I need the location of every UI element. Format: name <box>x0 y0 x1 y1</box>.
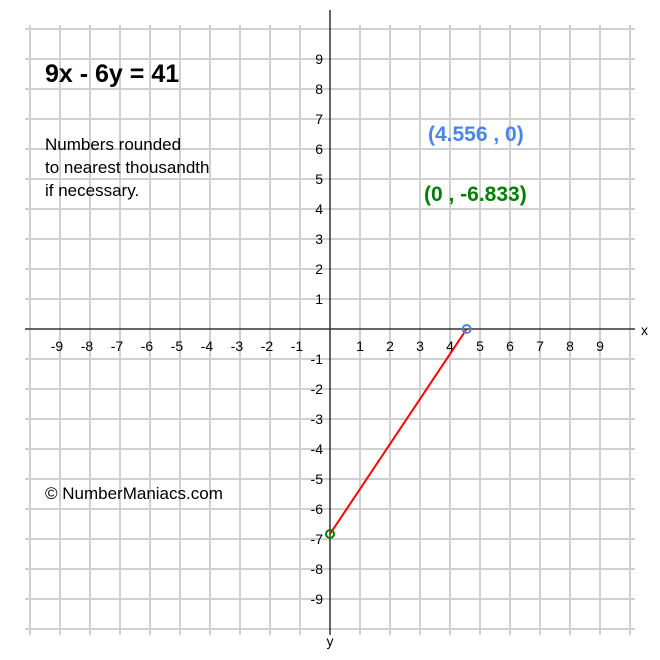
y-tick-label: 3 <box>315 231 323 247</box>
note-line: to nearest thousandth <box>45 158 210 177</box>
y-tick-label: 6 <box>315 141 323 157</box>
rounding-note: Numbers rounded to nearest thousandth if… <box>45 133 265 202</box>
x-tick-label: 4 <box>446 338 454 354</box>
y-tick-label: -1 <box>311 351 324 367</box>
x-tick-label: -8 <box>81 338 94 354</box>
x-tick-label: 3 <box>416 338 424 354</box>
y-tick-label: -7 <box>311 531 324 547</box>
note-line: if necessary. <box>45 181 140 200</box>
x-tick-label: -3 <box>231 338 244 354</box>
y-axis-label: y <box>327 633 334 649</box>
y-tick-label: -6 <box>311 501 324 517</box>
y-tick-label: -4 <box>311 441 324 457</box>
y-intercept-label: (0 , -6.833) <box>424 183 527 206</box>
note-line: Numbers rounded <box>45 135 182 154</box>
equation-line <box>329 328 468 535</box>
x-tick-label: 5 <box>476 338 484 354</box>
x-tick-label: 8 <box>566 338 574 354</box>
y-tick-label: 8 <box>315 81 323 97</box>
x-tick-label: -7 <box>111 338 124 354</box>
y-tick-label: 7 <box>315 111 323 127</box>
y-tick-label: 5 <box>315 171 323 187</box>
x-tick-label: -1 <box>291 338 304 354</box>
x-intercept-point <box>461 324 472 334</box>
y-tick-label: -8 <box>311 561 324 577</box>
x-tick-label: -9 <box>51 338 64 354</box>
y-intercept-point <box>325 528 335 539</box>
y-tick-label: -3 <box>311 411 324 427</box>
x-intercept-label: (4.556 , 0) <box>428 123 524 146</box>
y-tick-label: -2 <box>311 381 324 397</box>
y-tick-label: 1 <box>315 291 323 307</box>
copyright: © NumberManiacs.com <box>45 484 223 503</box>
x-tick-label: 7 <box>536 338 544 354</box>
x-tick-label: 2 <box>386 338 394 354</box>
x-tick-label: -5 <box>171 338 184 354</box>
y-tick-label: 4 <box>315 201 323 217</box>
x-tick-label: 1 <box>356 338 364 354</box>
x-tick-label: -4 <box>201 338 214 354</box>
x-tick-label: -2 <box>261 338 274 354</box>
x-tick-label: 9 <box>596 338 604 354</box>
x-tick-label: 6 <box>506 338 514 354</box>
y-tick-label: -9 <box>311 591 324 607</box>
y-tick-label: 2 <box>315 261 323 277</box>
y-tick-label: -5 <box>311 471 324 487</box>
x-tick-label: -6 <box>141 338 154 354</box>
x-axis-label: x <box>641 322 648 338</box>
y-tick-label: 9 <box>315 51 323 67</box>
equation-title: 9x - 6y = 41 <box>45 60 180 88</box>
